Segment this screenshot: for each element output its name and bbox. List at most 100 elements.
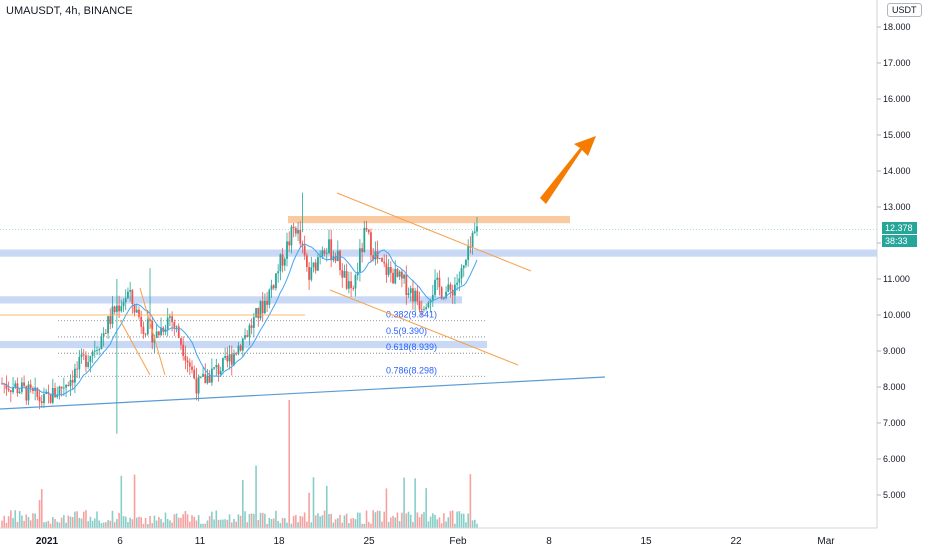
candle-body	[403, 274, 405, 279]
volume-bar	[367, 521, 370, 528]
volume-bar	[1, 520, 3, 528]
candle-body	[425, 307, 428, 310]
volume-bar	[202, 523, 204, 528]
candle-body	[376, 251, 379, 259]
volume-bar	[213, 519, 215, 528]
volume-bar	[471, 520, 474, 528]
volume-bar	[277, 520, 279, 528]
volume-bar	[407, 511, 410, 528]
volume-bar	[102, 522, 105, 528]
volume-bar	[193, 516, 196, 528]
volume-bar	[390, 517, 392, 528]
volume-bar	[91, 520, 94, 528]
candle-body	[149, 319, 151, 321]
volume-bar	[173, 514, 176, 528]
volume-bar	[343, 515, 346, 528]
volume-bar	[36, 518, 39, 528]
volume-bar	[458, 511, 461, 528]
candle-body	[208, 375, 211, 383]
volume-bar	[222, 519, 224, 528]
volume-bar	[412, 522, 414, 528]
candle-body	[279, 254, 282, 272]
volume-bar	[144, 517, 147, 528]
time-tick-label: 2021	[36, 536, 59, 547]
falling-trendline-lower	[329, 289, 519, 366]
candle-body	[438, 277, 441, 288]
volume-bar	[310, 522, 313, 528]
volume-bar	[235, 521, 237, 528]
volume-bar	[436, 519, 439, 528]
candle-body	[292, 226, 295, 228]
candle-body	[89, 356, 92, 363]
price-tick-label: 14.000	[883, 166, 911, 176]
price-tick-label: 15.000	[883, 130, 911, 140]
candle-body	[352, 288, 355, 289]
small-channel-line	[139, 287, 166, 376]
candle-body	[65, 384, 67, 388]
volume-bar	[465, 522, 467, 528]
candle-body	[374, 251, 377, 260]
candle-body	[416, 290, 419, 302]
volume-bar	[228, 514, 231, 528]
candle-body	[445, 291, 447, 299]
volume-bar	[32, 513, 34, 528]
candle-body	[7, 388, 10, 391]
volume-bar	[257, 520, 260, 528]
volume-bar	[10, 510, 12, 528]
volume-bar	[224, 519, 226, 528]
volume-bar	[43, 522, 45, 528]
volume-bar	[21, 515, 23, 528]
volume-bar	[432, 513, 434, 528]
volume-bar	[449, 511, 452, 528]
volume-bar	[365, 510, 368, 528]
currency-label[interactable]: USDT	[887, 3, 922, 17]
volume-bar	[166, 518, 169, 528]
candle-body	[230, 354, 233, 365]
volume-bar	[283, 518, 286, 528]
volume-bar	[38, 500, 41, 528]
candle-body	[82, 354, 85, 356]
volume-bar	[372, 510, 374, 528]
candle-body	[228, 354, 231, 362]
candle-body	[339, 250, 341, 271]
candle-body	[235, 353, 238, 355]
volume-bar	[118, 512, 120, 528]
volume-bar	[27, 517, 30, 528]
candle-body	[350, 281, 352, 289]
volume-bar	[292, 516, 295, 528]
time-tick-label: Mar	[817, 536, 835, 547]
volume-bar	[381, 521, 383, 528]
volume-bar	[107, 520, 109, 528]
volume-bar	[447, 517, 450, 528]
price-tick-label: 17.000	[883, 58, 911, 68]
price-tick-label: 6.000	[883, 454, 906, 464]
volume-bar	[308, 492, 310, 528]
candle-body	[140, 316, 143, 327]
candle-body	[272, 285, 275, 289]
candle-body	[467, 246, 470, 261]
candle-body	[118, 305, 120, 312]
volume-bar	[348, 523, 350, 528]
volume-bar	[138, 516, 140, 528]
candle-body	[180, 338, 182, 345]
candle-body	[104, 333, 107, 334]
volume-bar	[71, 517, 74, 528]
volume-bar	[69, 516, 72, 528]
candle-body	[224, 356, 227, 358]
volume-bar	[56, 521, 59, 528]
candle-body	[301, 243, 304, 246]
candle-body	[45, 391, 48, 394]
volume-bar	[321, 515, 324, 528]
candle-body	[328, 239, 330, 253]
volume-bar	[89, 516, 92, 528]
candle-body	[69, 380, 72, 387]
volume-bar	[239, 515, 242, 528]
volume-bar	[350, 518, 352, 528]
zones-layer	[0, 216, 877, 349]
volume-bar	[306, 521, 308, 528]
time-tick-label: Feb	[449, 536, 467, 547]
fib-level-label: 0.382(9.841)	[386, 310, 437, 320]
candle-body	[462, 265, 465, 269]
candle-body	[392, 272, 394, 284]
